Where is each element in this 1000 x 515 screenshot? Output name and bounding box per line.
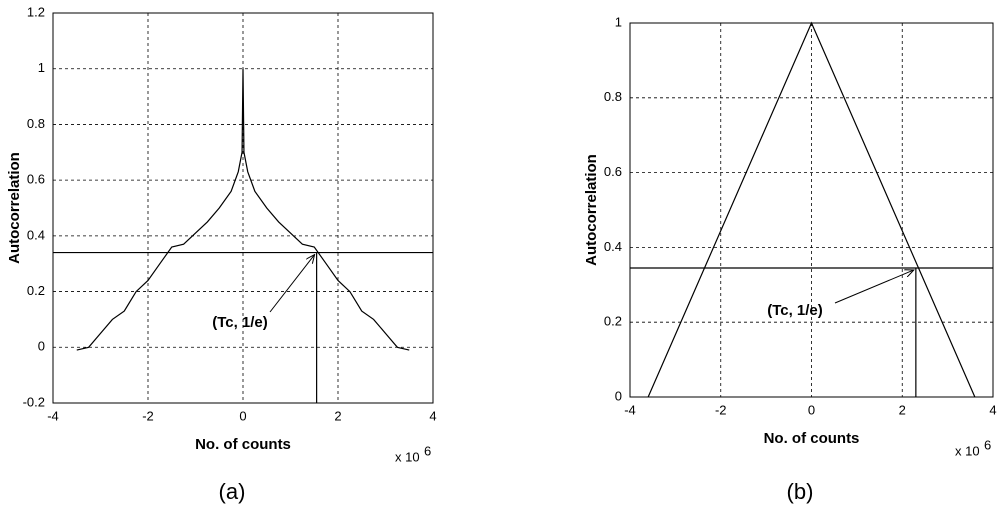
annotation: (Tc, 1/e) <box>767 302 823 319</box>
annotation-arrow <box>269 255 315 313</box>
annotation-arrow <box>834 270 914 304</box>
y-tick-label: 0.2 <box>604 314 622 329</box>
y-tick-label: -0.2 <box>23 394 45 409</box>
data-line <box>76 68 410 351</box>
y-axis-label: Autocorrelation <box>6 152 23 264</box>
y-tick-label: 0.2 <box>27 283 45 298</box>
y-tick-label: 1 <box>38 60 45 75</box>
x-tick-label: -4 <box>624 402 636 417</box>
x-multiplier: x 10 <box>955 443 980 458</box>
x-tick-label: 2 <box>899 402 906 417</box>
y-tick-label: 0 <box>38 339 45 354</box>
y-tick-label: 0.8 <box>604 89 622 104</box>
x-tick-label: 2 <box>334 408 341 423</box>
x-tick-label: -4 <box>47 408 59 423</box>
annotation: (Tc, 1/e) <box>212 314 268 331</box>
y-tick-label: 0.8 <box>27 116 45 131</box>
x-tick-label: -2 <box>142 408 154 423</box>
caption: (b) <box>787 479 814 504</box>
x-multiplier: x 10 <box>395 449 420 464</box>
y-tick-label: 0.6 <box>604 164 622 179</box>
caption: (a) <box>219 479 246 504</box>
x-tick-label: 4 <box>989 402 996 417</box>
x-tick-label: 0 <box>239 408 246 423</box>
x-tick-label: 4 <box>429 408 436 423</box>
y-tick-label: 0.4 <box>604 239 622 254</box>
x-tick-label: -2 <box>715 402 727 417</box>
y-tick-label: 1 <box>615 14 622 29</box>
x-axis-label: No. of counts <box>195 436 291 453</box>
y-tick-label: 1.2 <box>27 4 45 19</box>
y-axis-label: Autocorrelation <box>583 154 600 266</box>
y-tick-label: 0 <box>615 388 622 403</box>
plot-frame <box>52 12 434 404</box>
y-tick-label: 0.4 <box>27 227 45 242</box>
x-multiplier-exponent: 6 <box>424 443 431 458</box>
x-axis-label: No. of counts <box>764 430 860 447</box>
data-line <box>647 21 976 398</box>
x-tick-label: 0 <box>808 402 815 417</box>
y-tick-label: 0.6 <box>27 172 45 187</box>
x-multiplier-exponent: 6 <box>984 437 991 452</box>
